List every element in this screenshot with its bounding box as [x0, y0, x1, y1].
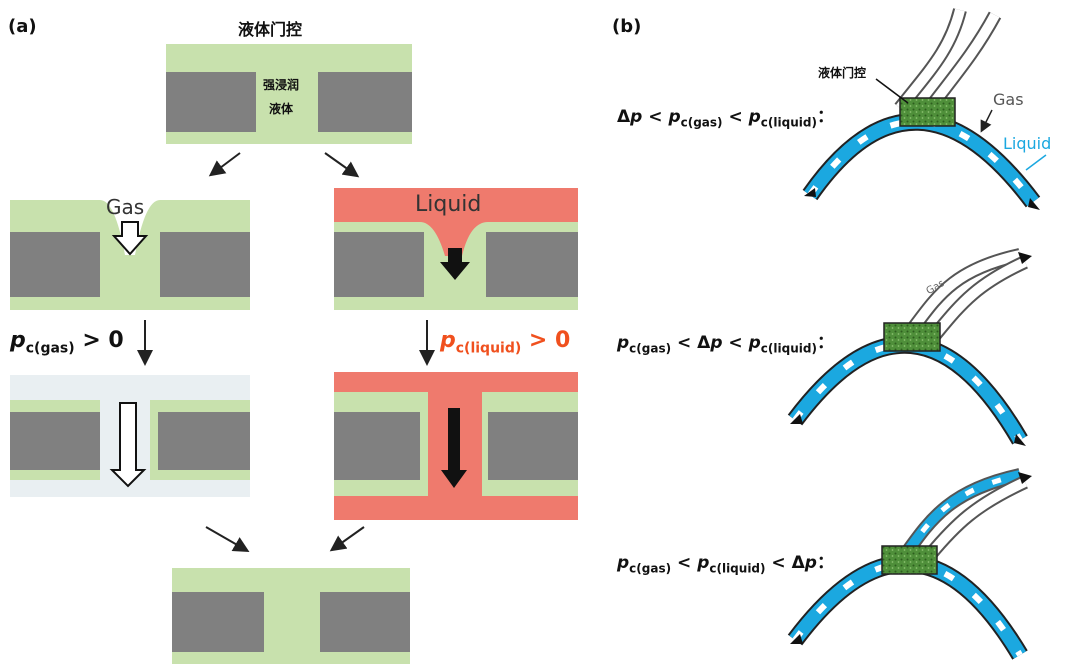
arrow-top-right	[324, 152, 360, 178]
condition-2: pc(gas) < Δp < pc(liquid)：	[617, 333, 834, 356]
gating-unit-2	[787, 248, 1032, 446]
condition-3: pc(gas) < pc(liquid) < Δp：	[617, 553, 834, 576]
gas-legend-label: Gas	[993, 90, 1024, 109]
membrane-bottom	[172, 568, 410, 664]
membrane-liquid-2	[334, 372, 578, 520]
membrane-top	[166, 44, 412, 144]
gate-label: 液体门控	[818, 66, 867, 80]
liquid-leader-line	[1025, 154, 1047, 171]
liquid-legend-label: Liquid	[1003, 134, 1052, 153]
condition-1: Δp < pc(gas) < pc(liquid)：	[617, 107, 834, 130]
gating-unit-1	[802, 8, 1041, 210]
panel-b-label: (b)	[612, 16, 642, 37]
gas-pressure-label: pc(gas) > 0	[10, 328, 124, 357]
gas-leader-line	[980, 109, 993, 133]
panel-a-title: 液体门控	[238, 20, 303, 39]
top-inner-text-2: 液体	[269, 102, 294, 116]
arrow-merge-right	[329, 526, 365, 552]
liquid-label: Liquid	[415, 192, 482, 217]
gate-leader-line	[875, 78, 909, 104]
panel-a-label: (a)	[8, 16, 37, 37]
top-inner-text-1: 强浸润	[263, 78, 300, 92]
gating-unit-3	[787, 468, 1032, 660]
arrow-top-left	[208, 152, 241, 177]
liquid-pressure-label: pc(liquid) > 0	[440, 328, 571, 357]
membrane-gas-2	[10, 375, 250, 497]
arrow-merge-left	[205, 526, 250, 552]
membrane-gas-1	[10, 188, 250, 310]
gas-label: Gas	[106, 195, 145, 219]
membrane-liquid-1	[334, 188, 578, 310]
